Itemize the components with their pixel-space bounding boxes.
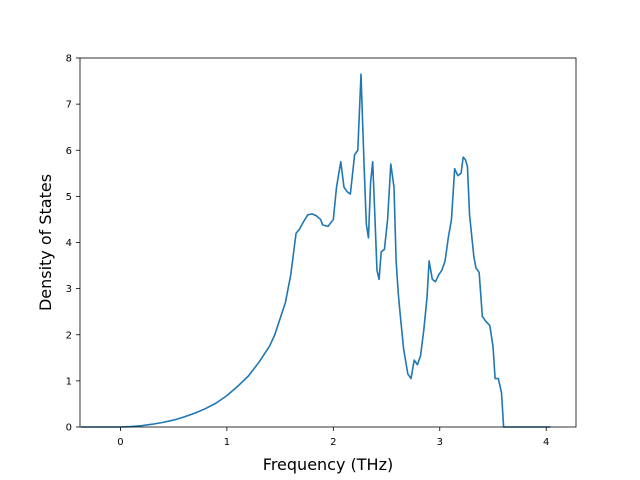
y-tick-label: 3 — [66, 284, 72, 295]
y-tick-label: 6 — [66, 146, 72, 157]
x-tick-label: 0 — [117, 437, 123, 448]
y-tick-label: 1 — [66, 376, 72, 387]
x-tick-label: 2 — [330, 437, 336, 448]
y-tick-label: 0 — [66, 423, 72, 434]
axes-frame — [79, 57, 577, 428]
dos-series-line-0 — [81, 73, 551, 428]
x-tick-label: 3 — [437, 437, 443, 448]
x-axis: 0 1 2 3 4 — [117, 427, 549, 448]
y-tick-label: 4 — [66, 238, 72, 249]
plot-area — [81, 73, 551, 428]
y-axis-label: Density of States — [36, 174, 55, 311]
y-tick-label: 5 — [66, 192, 72, 203]
y-axis: 0 1 2 3 4 5 6 7 8 — [66, 54, 80, 434]
x-tick-label: 4 — [543, 437, 549, 448]
y-tick-label: 8 — [66, 54, 72, 65]
x-axis-label: Frequency (THz) — [263, 455, 393, 474]
y-tick-label: 2 — [66, 330, 72, 341]
x-tick-label: 1 — [224, 437, 230, 448]
y-tick-label: 7 — [66, 100, 72, 111]
